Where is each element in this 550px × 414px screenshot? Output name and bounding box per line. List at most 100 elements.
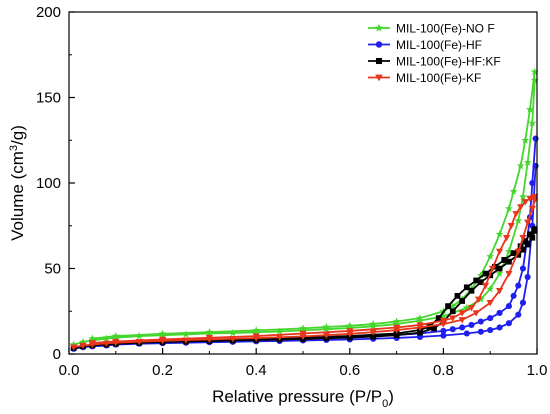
- data-point: [517, 204, 525, 211]
- data-point: [322, 332, 330, 339]
- data-point: [531, 226, 538, 233]
- y-tick-label: 100: [36, 175, 61, 192]
- data-point: [205, 335, 213, 342]
- data-point: [519, 235, 527, 242]
- data-point: [477, 318, 484, 325]
- legend-marker: [375, 74, 383, 82]
- data-point: [495, 230, 504, 238]
- data-point: [416, 316, 424, 324]
- data-point: [454, 292, 461, 299]
- data-point: [487, 315, 494, 322]
- data-point: [504, 247, 513, 255]
- x-tick-label: 0.8: [433, 362, 454, 379]
- data-point: [205, 327, 214, 336]
- data-point: [515, 311, 522, 318]
- data-point: [523, 158, 532, 166]
- legend-label: MIL-100(Fe)-HF:KF: [396, 55, 501, 69]
- data-point: [526, 195, 534, 202]
- data-point: [88, 340, 96, 347]
- data-point: [88, 334, 97, 342]
- data-point: [449, 315, 457, 322]
- data-point: [463, 330, 470, 337]
- data-point: [439, 312, 448, 320]
- data-point: [346, 328, 354, 335]
- x-tick-label: 0.4: [246, 362, 267, 379]
- data-point: [416, 313, 424, 322]
- data-point: [111, 331, 120, 340]
- data-point: [529, 234, 536, 241]
- data-point: [369, 329, 377, 336]
- data-point: [70, 344, 78, 351]
- data-point: [496, 324, 503, 331]
- data-point: [482, 270, 489, 277]
- data-point: [521, 136, 530, 144]
- series-triangle-down: [70, 193, 539, 351]
- data-point: [496, 309, 503, 317]
- data-point: [158, 329, 167, 338]
- data-point: [530, 76, 539, 84]
- data-point: [506, 258, 512, 265]
- legend-label: MIL-100(Fe)-HF: [396, 38, 482, 52]
- data-point: [467, 305, 476, 312]
- y-tick-label: 150: [36, 90, 61, 107]
- legend-marker: [374, 23, 384, 32]
- data-point: [526, 105, 534, 113]
- data-point: [524, 273, 531, 281]
- data-point: [370, 333, 377, 340]
- data-point: [524, 219, 532, 226]
- data-point: [476, 271, 485, 279]
- x-tick-label: 0.2: [152, 362, 173, 379]
- data-point: [505, 303, 512, 310]
- data-point: [322, 322, 331, 331]
- legend-marker: [375, 41, 383, 48]
- data-point: [514, 248, 522, 255]
- x-tick-label: 0.0: [59, 362, 80, 379]
- data-point: [345, 323, 354, 332]
- data-point: [182, 330, 190, 338]
- data-point: [392, 319, 401, 328]
- data-point: [495, 248, 504, 255]
- data-point: [459, 298, 465, 304]
- legend: MIL-100(Fe)-NO F MIL-100(Fe)-HF MIL-100(Fe…: [368, 22, 501, 85]
- data-point: [79, 342, 87, 350]
- data-point: [369, 322, 378, 330]
- data-point: [79, 337, 87, 346]
- data-point: [392, 317, 401, 325]
- data-point: [527, 231, 533, 238]
- data-point: [445, 303, 451, 309]
- data-point: [159, 336, 167, 344]
- data-point: [522, 238, 529, 245]
- data-point: [519, 192, 527, 201]
- data-point: [519, 299, 527, 306]
- data-point: [505, 270, 513, 278]
- series-star: [69, 67, 539, 348]
- data-point: [449, 326, 456, 333]
- data-point: [474, 296, 483, 303]
- data-point: [462, 303, 471, 312]
- data-point: [516, 161, 525, 170]
- data-point: [488, 265, 497, 273]
- data-point: [102, 334, 111, 342]
- data-point: [510, 250, 517, 256]
- data-point: [435, 315, 442, 321]
- data-point: [505, 320, 512, 327]
- data-point: [495, 288, 504, 295]
- data-point: [459, 324, 466, 331]
- data-point: [520, 246, 526, 253]
- data-point: [521, 199, 529, 206]
- data-point: [477, 328, 484, 335]
- data-point: [468, 287, 475, 294]
- data-point: [439, 317, 447, 325]
- data-point: [502, 235, 511, 242]
- data-point: [529, 179, 536, 187]
- data-point: [468, 321, 475, 328]
- legend-label: MIL-100(Fe)-KF: [396, 71, 481, 85]
- data-point: [481, 282, 490, 290]
- data-point: [501, 257, 508, 263]
- data-point: [519, 265, 527, 272]
- data-point: [228, 328, 237, 337]
- data-point: [528, 205, 536, 213]
- data-point: [458, 310, 466, 317]
- data-point: [449, 308, 456, 315]
